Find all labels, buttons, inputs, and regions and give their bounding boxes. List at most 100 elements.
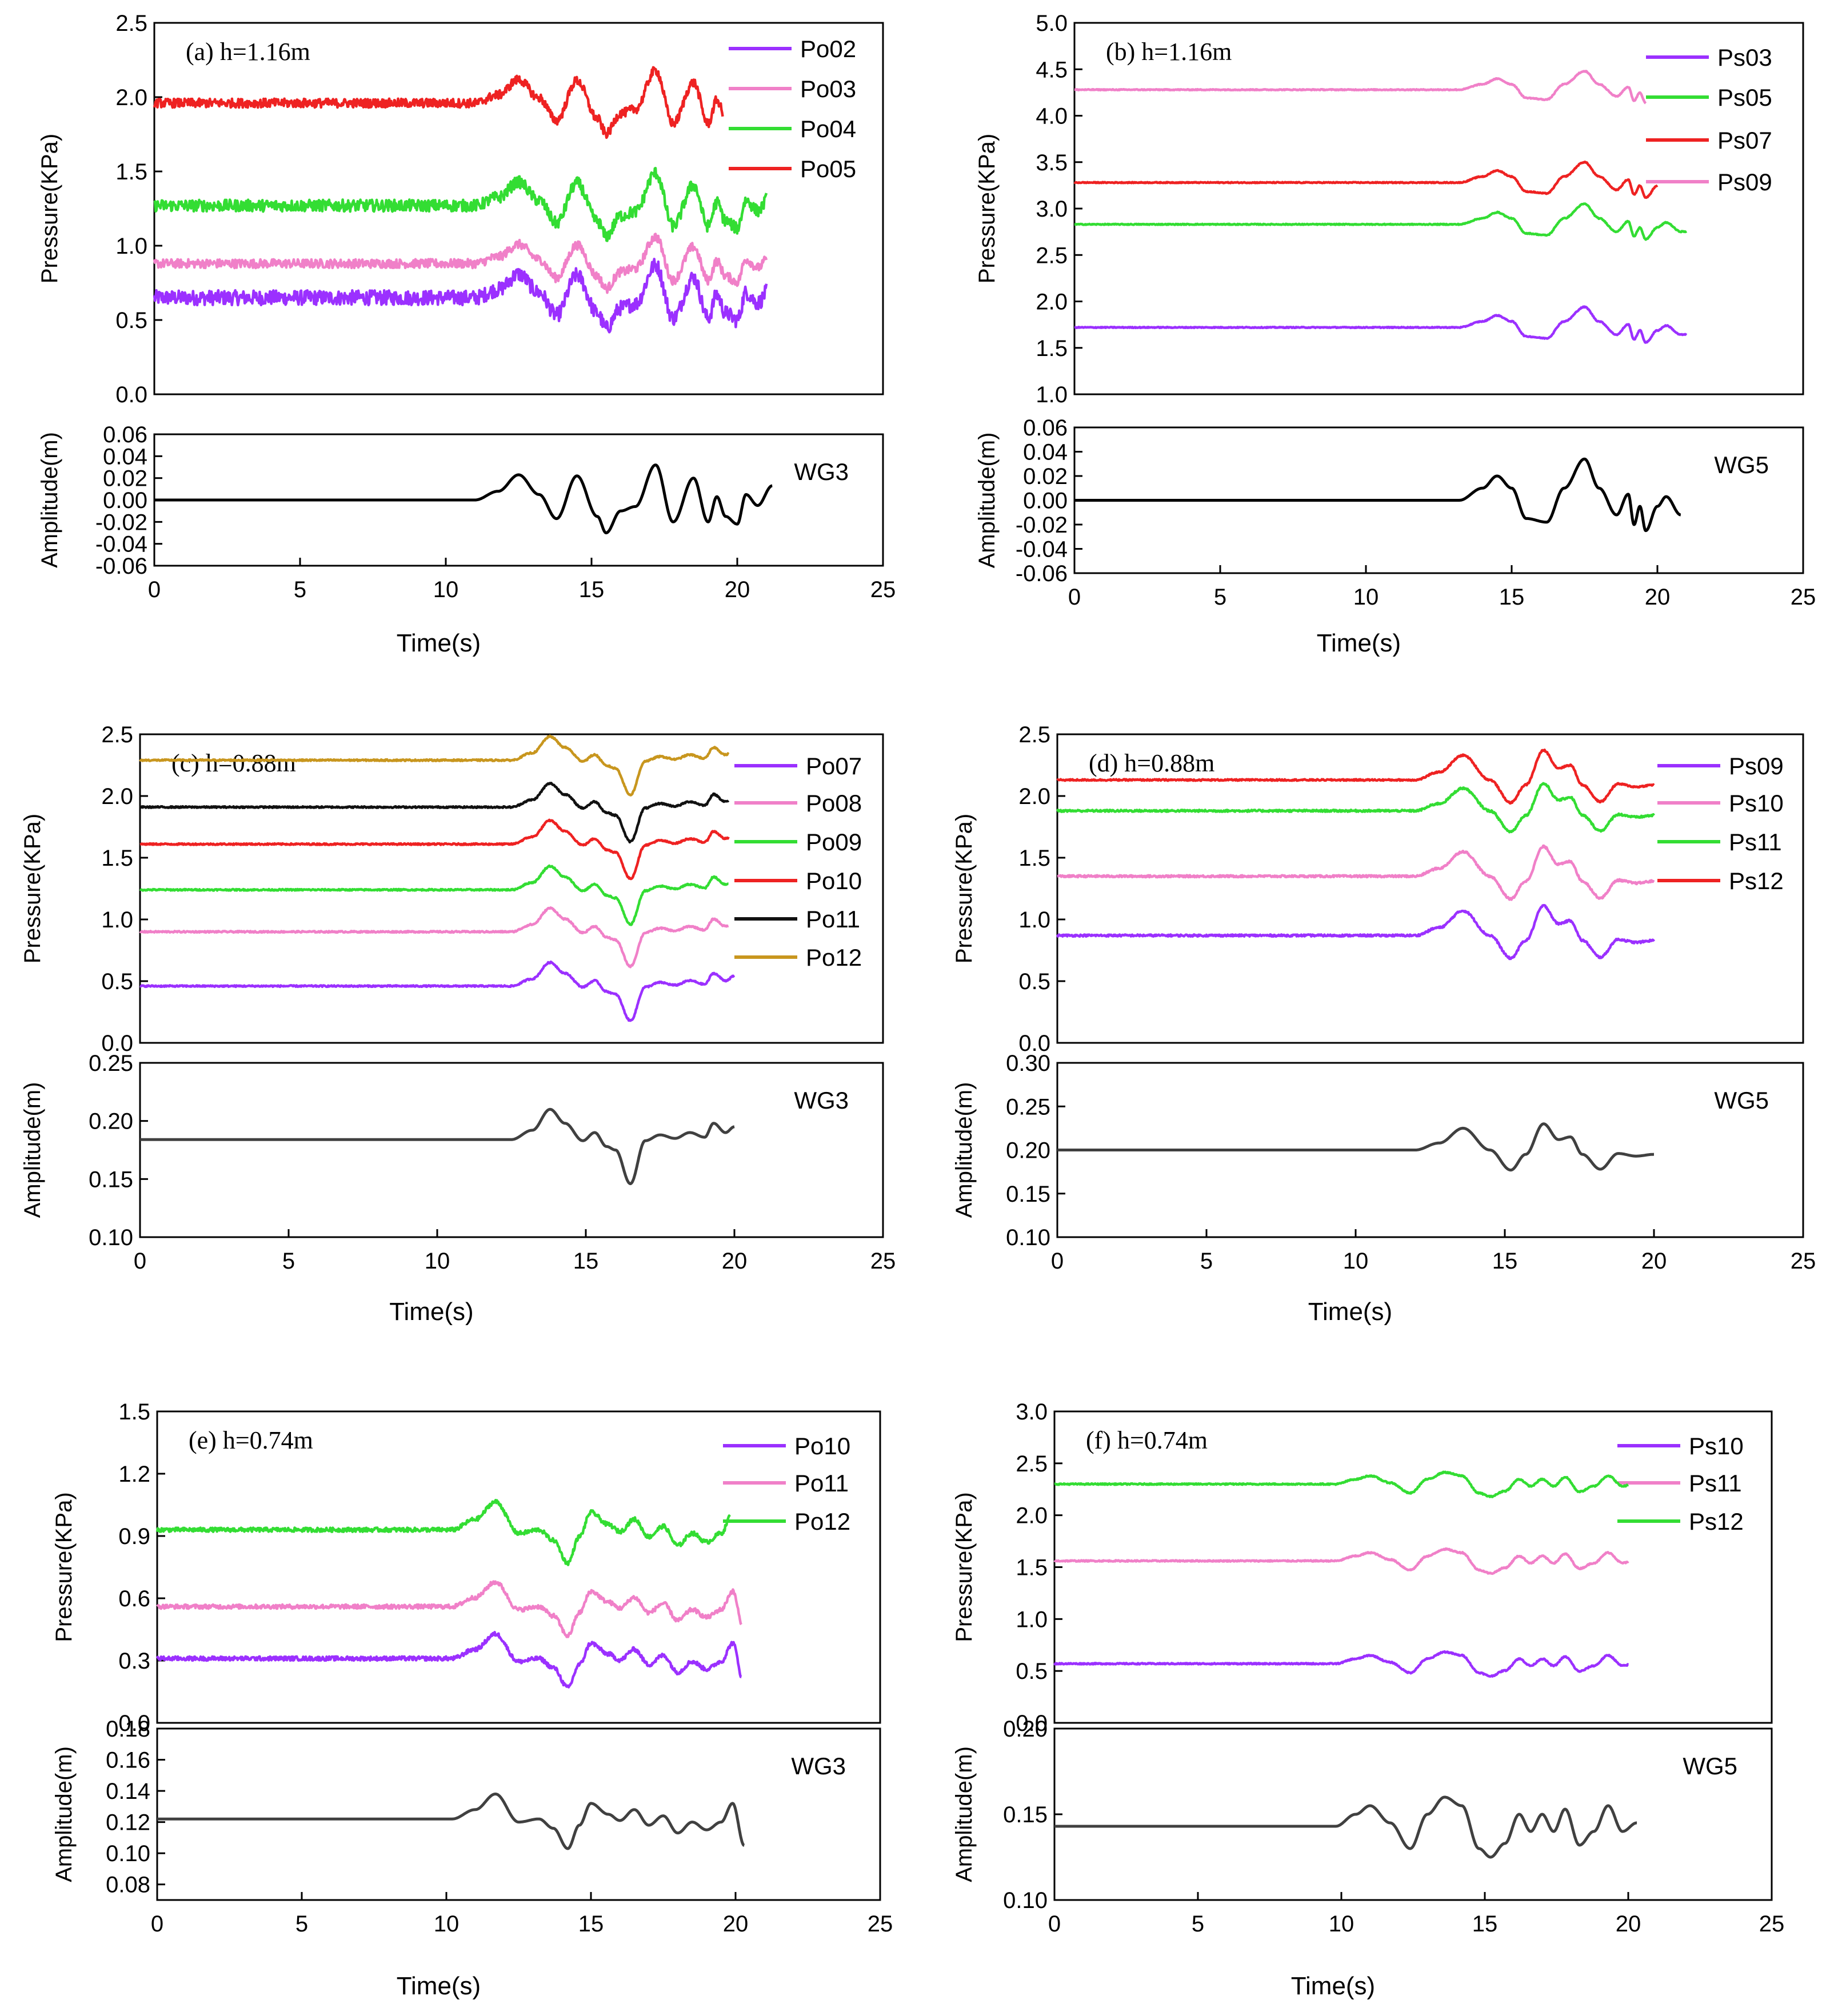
pressure-y-tick-label: 0.5	[115, 308, 147, 333]
wave-y-tick-label: 0.15	[1003, 1802, 1048, 1827]
legend-label-po10: Po10	[794, 1433, 850, 1459]
x-tick-label: 5	[294, 577, 306, 602]
wave-y-tick-label: -0.04	[1016, 537, 1068, 562]
wave-y-tick-label: 0.20	[89, 1109, 133, 1134]
pressure-y-tick-label: 1.0	[1036, 382, 1068, 407]
pressure-y-tick-label: 1.0	[101, 907, 133, 933]
time-axis-label: Time(s)	[1308, 1298, 1392, 1326]
series-line-ps09	[1056, 903, 1655, 961]
series-line-ps05	[1073, 202, 1688, 241]
legend-label-ps12: Ps12	[1729, 867, 1784, 894]
pressure-y-tick-label: 3.0	[1016, 1399, 1048, 1425]
wave-y-tick-label: -0.02	[95, 510, 147, 535]
series-line-po12	[155, 1498, 731, 1566]
pressure-plot-frame	[1073, 22, 1804, 395]
amplitude-axis-label: Amplitude(m)	[952, 1746, 977, 1882]
wave-gauge-label: WG3	[794, 458, 849, 485]
wave-y-tick-label: 0.10	[89, 1225, 133, 1250]
wave-y-tick-label: 0.12	[106, 1810, 150, 1835]
wave-line-wg3	[140, 1107, 736, 1185]
pressure-y-tick-label: 1.5	[118, 1399, 150, 1425]
legend-label-ps10: Ps10	[1729, 790, 1784, 817]
pressure-y-tick-label: 0.0	[115, 382, 147, 407]
x-tick-label: 5	[295, 1911, 308, 1937]
pressure-y-tick-label: 1.0	[1016, 1607, 1048, 1632]
pressure-axis-label: Pressure(KPa)	[51, 1492, 77, 1642]
x-tick-label: 25	[870, 577, 896, 602]
time-axis-label: Time(s)	[397, 1972, 481, 2000]
pressure-y-tick-label: 0.5	[1018, 969, 1050, 994]
x-tick-label: 0	[151, 1911, 163, 1937]
wave-y-tick-label: 0.25	[89, 1051, 133, 1076]
wave-y-tick-label: 0.00	[1023, 489, 1068, 514]
x-tick-label: 0	[1051, 1249, 1064, 1274]
wave-line-wg3	[154, 463, 773, 534]
pressure-y-tick-label: 0.6	[118, 1586, 150, 1611]
series-line-ps07	[1073, 161, 1659, 199]
x-tick-label: 25	[870, 1249, 896, 1274]
wave-plot-frame	[1053, 1727, 1773, 1901]
x-tick-label: 10	[1353, 585, 1379, 610]
legend-label-ps12: Ps12	[1689, 1508, 1744, 1535]
panel-label: (c) h=0.88m	[171, 749, 296, 777]
pressure-axis-label: Pressure(KPa)	[952, 814, 977, 963]
pressure-y-tick-label: 1.2	[118, 1462, 150, 1487]
series-line-ps12	[1053, 1470, 1629, 1498]
series-line-ps10	[1056, 844, 1655, 901]
legend-label-ps11: Ps11	[1729, 829, 1782, 855]
panel-label: (e) h=0.74m	[189, 1426, 313, 1454]
series-line-po08	[139, 906, 729, 969]
pressure-y-tick-label: 4.5	[1036, 57, 1068, 82]
pressure-y-tick-label: 2.0	[1016, 1503, 1048, 1529]
series-line-po03	[153, 233, 768, 294]
legend-label-ps10: Ps10	[1689, 1433, 1744, 1459]
subplot-a: 0.0 0.5 1.0 1.5 2.0 2.5 Pressure(KPa) (a) h=1.1…	[37, 11, 896, 657]
wave-plot-frame	[139, 1062, 884, 1238]
pressure-y-tick-label: 2.5	[115, 11, 147, 36]
wave-line-wg3	[157, 1793, 745, 1850]
series-line-po07	[139, 960, 736, 1022]
x-tick-label: 25	[1791, 1249, 1816, 1274]
pressure-y-tick-label: 0.0	[118, 1711, 150, 1736]
pressure-y-tick-label: 1.5	[1018, 846, 1050, 871]
time-axis-label: Time(s)	[1317, 629, 1401, 657]
wave-y-tick-label: 0.20	[1003, 1717, 1048, 1742]
legend-label-ps05: Ps05	[1717, 84, 1772, 111]
pressure-y-tick-label: 2.5	[101, 722, 133, 747]
wave-y-tick-label: 0.25	[1006, 1094, 1050, 1119]
wave-y-tick-label: 0.14	[106, 1779, 150, 1804]
x-tick-label: 20	[722, 1249, 748, 1274]
x-tick-label: 20	[1645, 585, 1671, 610]
wave-gauge-label: WG5	[1714, 451, 1769, 478]
x-tick-label: 25	[1759, 1911, 1785, 1937]
wave-y-tick-label: 0.15	[89, 1167, 133, 1192]
pressure-y-tick-label: 2.0	[115, 85, 147, 110]
x-tick-label: 5	[1214, 585, 1226, 610]
pressure-y-tick-label: 1.0	[115, 234, 147, 259]
wave-y-tick-label: 0.10	[1006, 1225, 1050, 1250]
series-line-po05	[153, 66, 724, 139]
x-tick-label: 20	[1641, 1249, 1667, 1274]
x-tick-label: 10	[1329, 1911, 1354, 1937]
wave-y-tick-label: 0.10	[1003, 1888, 1048, 1913]
subplot-f: 0.0 0.5 1.0 1.5 2.0 2.5 3.0 Pressure(KPa) (f) h=…	[952, 1399, 1784, 2000]
pressure-y-tick-label: 2.0	[1018, 784, 1050, 809]
wave-line-wg5	[1057, 1122, 1655, 1172]
pressure-y-tick-label: 0.3	[118, 1649, 150, 1674]
x-tick-label: 15	[573, 1249, 599, 1274]
x-tick-label: 20	[1616, 1911, 1641, 1937]
wave-y-tick-label: -0.02	[1016, 513, 1068, 538]
wave-line-wg5	[1074, 457, 1682, 533]
series-line-ps11	[1056, 782, 1655, 834]
pressure-y-tick-label: 2.5	[1018, 722, 1050, 747]
pressure-y-tick-label: 1.5	[115, 159, 147, 185]
pressure-y-tick-label: 1.5	[1036, 336, 1068, 361]
legend-label-po11: Po11	[806, 906, 860, 933]
legend-label-po04: Po04	[800, 115, 856, 142]
x-tick-label: 15	[1499, 585, 1525, 610]
x-tick-label: 0	[1048, 1911, 1061, 1937]
wave-y-tick-label: 0.04	[1023, 440, 1068, 465]
subplot-d: 0.0 0.5 1.0 1.5 2.0 2.5 Pressure(KPa) (d) h=0.8…	[952, 722, 1816, 1326]
pressure-y-tick-label: 0.0	[1018, 1031, 1050, 1056]
pressure-y-tick-label: 0.0	[1016, 1711, 1048, 1736]
